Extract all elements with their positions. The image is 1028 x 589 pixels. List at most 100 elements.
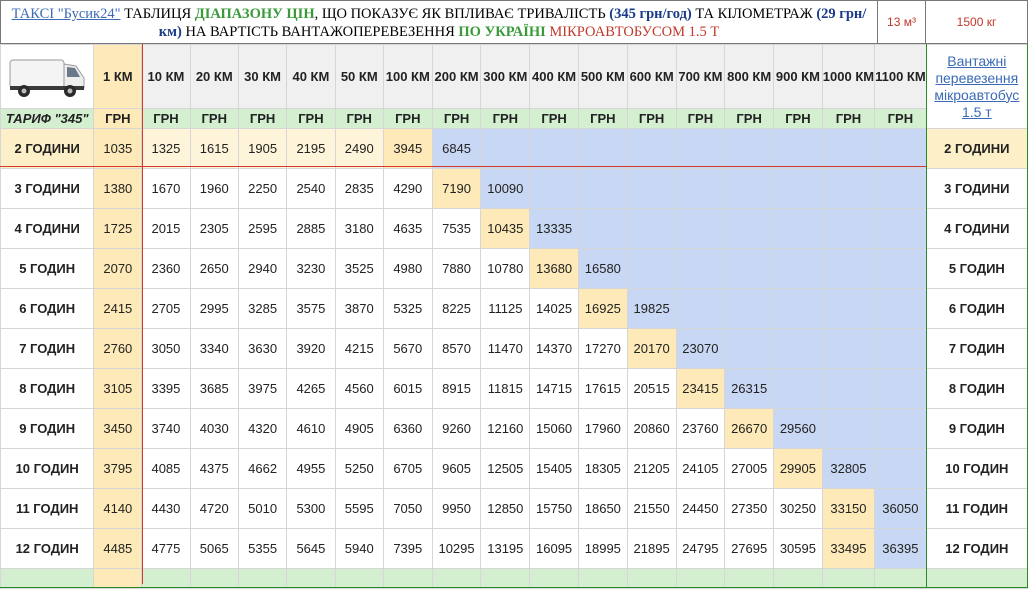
- unit-label: ГРН: [773, 108, 823, 129]
- row-label-right: 10 ГОДИН: [925, 448, 1028, 489]
- unit-label: ГРН: [93, 108, 143, 129]
- price-cell: 33495: [821, 528, 876, 569]
- title-text-5: МІКРОАВТОБУСОМ 1.5 Т: [545, 24, 720, 40]
- price-cell: 4140: [93, 488, 143, 529]
- unit-label: ГРН: [626, 108, 677, 129]
- footer-cell: [821, 568, 876, 589]
- footer-cell: [334, 568, 384, 589]
- price-cell: 3870: [334, 288, 384, 329]
- price-cell: [874, 328, 927, 369]
- price-cell: 20515: [626, 368, 677, 409]
- price-cell: 5250: [334, 448, 384, 489]
- price-cell: 4375: [189, 448, 239, 489]
- column-header: 50 КМ: [334, 44, 384, 109]
- footer-cell: [0, 568, 95, 589]
- price-cell: 2070: [93, 248, 143, 289]
- price-cell: 4430: [141, 488, 191, 529]
- price-cell: 4485: [93, 528, 143, 569]
- volume-badge: 13 м³: [878, 0, 926, 44]
- price-cell: 2360: [141, 248, 191, 289]
- price-cell: 24450: [675, 488, 726, 529]
- price-cell: [821, 248, 876, 289]
- price-cell: 4290: [382, 168, 433, 209]
- table-row: 12 ГОДИН 4485 4775 5065 5355 5645 5940 7395 1029…: [0, 528, 1028, 569]
- price-cell: 3525: [334, 248, 384, 289]
- price-cell: 27005: [724, 448, 775, 489]
- price-cell: 5065: [189, 528, 239, 569]
- price-cell: 30250: [773, 488, 823, 529]
- price-cell: 26670: [724, 408, 775, 449]
- price-cell: 4955: [286, 448, 336, 489]
- price-cell: 2595: [237, 208, 288, 249]
- price-cell: 2940: [237, 248, 288, 289]
- row-label-right: 6 ГОДИН: [925, 288, 1028, 329]
- price-cell: 6360: [382, 408, 433, 449]
- title-region: ПО УКРАЇНІ: [458, 24, 546, 40]
- price-cell: 2835: [334, 168, 384, 209]
- price-cell: 7535: [431, 208, 482, 249]
- column-header: 100 КМ: [382, 44, 433, 109]
- unit-label: ГРН: [237, 108, 288, 129]
- footer-cell: [529, 568, 579, 589]
- unit-label: ГРН: [675, 108, 726, 129]
- price-cell: 1725: [93, 208, 143, 249]
- price-cell: 1325: [141, 128, 191, 169]
- price-cell: 4610: [286, 408, 336, 449]
- price-cell: 16095: [529, 528, 579, 569]
- footer-cell: [189, 568, 239, 589]
- price-cell: [675, 288, 726, 329]
- price-cell: 14025: [529, 288, 579, 329]
- price-cell: [874, 408, 927, 449]
- price-cell: 2650: [189, 248, 239, 289]
- footer-cell: [382, 568, 433, 589]
- price-cell: 24795: [675, 528, 726, 569]
- tariff-label: ТАРИФ "345": [0, 108, 95, 129]
- page-title: ТАКСІ "Бусик24" ТАБЛИЦЯ ДІАПАЗОНУ ЦІН, Щ…: [0, 0, 878, 44]
- price-cell: [724, 248, 775, 289]
- price-cell: 30595: [773, 528, 823, 569]
- unit-label: ГРН: [821, 108, 876, 129]
- table-row: 3 ГОДИНИ 1380 1670 1960 2250 2540 2835 4290 7190…: [0, 168, 1028, 209]
- column-header: 20 КМ: [189, 44, 239, 109]
- price-cell: 12160: [480, 408, 531, 449]
- taxi-link[interactable]: ТАКСІ "Бусик24": [11, 6, 121, 22]
- column-header: 900 КМ: [773, 44, 823, 109]
- price-cell: 17960: [577, 408, 628, 449]
- row-label-right: 11 ГОДИН: [925, 488, 1028, 529]
- price-cell: 5355: [237, 528, 288, 569]
- footer-cell: [431, 568, 482, 589]
- price-cell: 1905: [237, 128, 288, 169]
- column-header: 800 КМ: [724, 44, 775, 109]
- price-cell: 14370: [529, 328, 579, 369]
- price-cell: 3050: [141, 328, 191, 369]
- red-divider-horizontal: [0, 166, 926, 167]
- price-cell: 7880: [431, 248, 482, 289]
- footer-cell: [237, 568, 288, 589]
- price-cell: 3975: [237, 368, 288, 409]
- van-icon: [9, 59, 85, 97]
- footer-cell: [286, 568, 336, 589]
- weight-value: 1500 кг: [956, 15, 997, 29]
- price-cell: 15750: [529, 488, 579, 529]
- row-label: 6 ГОДИН: [0, 288, 95, 329]
- price-cell: 2885: [286, 208, 336, 249]
- van-transport-link[interactable]: Вантажні перевезення мікроавтобус 1.5 т: [934, 52, 1020, 120]
- weight-badge: 1500 кг: [926, 0, 1028, 44]
- price-cell: 17615: [577, 368, 628, 409]
- price-cell: 9950: [431, 488, 482, 529]
- price-cell: 2705: [141, 288, 191, 329]
- title-text-3: ТА КІЛОМЕТРАЖ: [691, 6, 817, 22]
- row-label: 12 ГОДИН: [0, 528, 95, 569]
- price-cell: 4320: [237, 408, 288, 449]
- unit-label: ГРН: [382, 108, 433, 129]
- price-cell: 1035: [93, 128, 143, 169]
- row-label: 2 ГОДИНИ: [0, 128, 95, 169]
- row-label-right: 4 ГОДИНИ: [925, 208, 1028, 249]
- unit-label: ГРН: [874, 108, 927, 129]
- price-cell: 2490: [334, 128, 384, 169]
- price-cell: 6015: [382, 368, 433, 409]
- price-cell: [821, 368, 876, 409]
- price-cell: [874, 168, 927, 209]
- unit-label: ГРН: [724, 108, 775, 129]
- price-cell: [529, 128, 579, 169]
